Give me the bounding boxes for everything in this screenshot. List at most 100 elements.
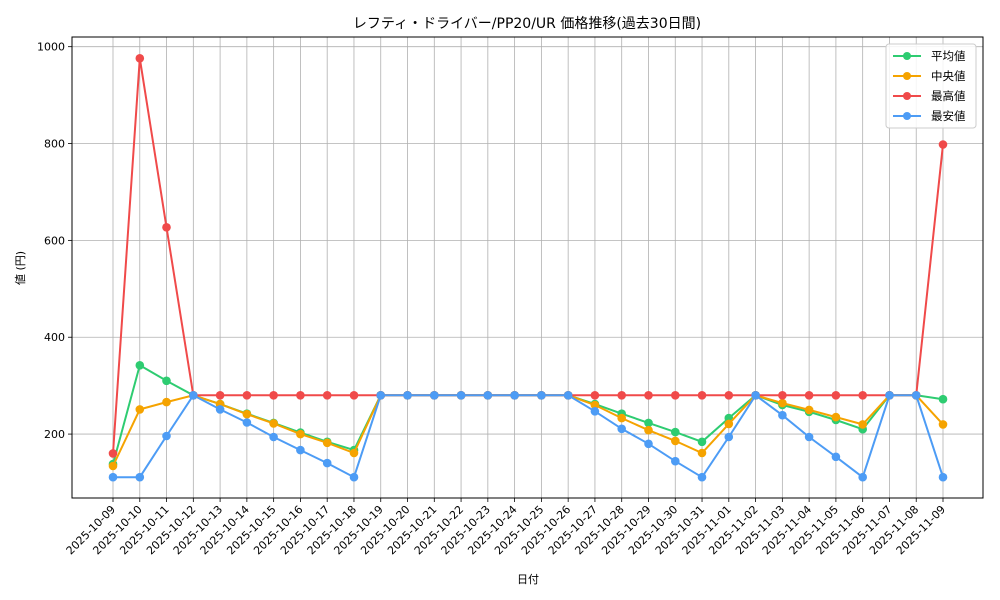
data-point xyxy=(322,438,332,448)
data-point xyxy=(296,445,305,455)
data-point xyxy=(563,391,573,400)
data-point xyxy=(804,391,814,400)
data-point xyxy=(215,391,225,400)
data-point xyxy=(804,405,814,415)
data-point xyxy=(671,436,680,446)
legend-label: 最安値 xyxy=(931,109,966,123)
data-point xyxy=(831,391,841,400)
data-point xyxy=(242,409,252,419)
legend-label: 最高値 xyxy=(931,89,966,103)
data-point xyxy=(671,391,680,400)
data-point xyxy=(697,448,707,458)
legend: 平均値 中央値 最高値 最安値 xyxy=(885,43,977,129)
data-point xyxy=(617,424,626,434)
data-point xyxy=(349,472,359,482)
data-point xyxy=(483,391,493,400)
data-point xyxy=(430,391,439,400)
data-point xyxy=(778,410,787,420)
data-point xyxy=(858,391,867,400)
series-3 xyxy=(108,391,948,482)
data-point xyxy=(510,391,519,400)
data-series xyxy=(108,54,948,482)
data-point xyxy=(456,391,466,400)
y-tick-label: 400 xyxy=(44,331,65,344)
data-point xyxy=(858,472,867,482)
data-point xyxy=(644,425,653,435)
data-point xyxy=(617,391,626,400)
data-point xyxy=(322,391,332,400)
data-point xyxy=(697,437,707,447)
data-point xyxy=(751,391,760,400)
data-point xyxy=(724,419,734,429)
data-point xyxy=(724,432,734,442)
data-point xyxy=(911,391,921,400)
data-point xyxy=(885,391,894,400)
legend-marker-icon xyxy=(903,72,911,80)
data-point xyxy=(162,397,171,407)
y-axis: 200 400 600 800 1000 xyxy=(37,41,72,441)
data-point xyxy=(189,391,198,400)
data-point xyxy=(135,472,145,482)
data-point xyxy=(108,472,118,482)
data-point xyxy=(778,398,787,408)
legend-item-max: 最高値 xyxy=(893,89,966,103)
legend-label: 平均値 xyxy=(931,49,966,63)
data-point xyxy=(537,391,546,400)
data-point xyxy=(644,391,653,400)
data-point xyxy=(617,413,626,423)
data-point xyxy=(804,432,814,442)
legend-item-average: 平均値 xyxy=(893,49,966,63)
data-point xyxy=(296,429,305,439)
data-point xyxy=(590,400,600,410)
data-point xyxy=(269,419,278,428)
plot-frame xyxy=(71,36,984,499)
legend-marker-icon xyxy=(903,112,911,120)
y-axis-label: 値 (円) xyxy=(14,251,27,285)
legend-item-min: 最安値 xyxy=(893,109,966,123)
data-point xyxy=(108,461,118,471)
data-point xyxy=(590,391,600,400)
data-point xyxy=(162,223,171,232)
data-point xyxy=(938,394,948,404)
data-point xyxy=(162,431,171,441)
data-point xyxy=(858,420,867,429)
data-point xyxy=(322,458,332,468)
data-point xyxy=(644,418,653,428)
data-point xyxy=(242,418,252,427)
data-point xyxy=(697,391,707,400)
y-tick-label: 800 xyxy=(44,138,65,151)
data-point xyxy=(215,405,225,414)
data-point xyxy=(671,427,680,437)
data-point xyxy=(938,472,948,482)
data-point xyxy=(724,391,734,400)
data-point xyxy=(349,391,359,400)
data-point xyxy=(376,391,386,400)
data-point xyxy=(778,391,787,400)
data-point xyxy=(831,412,841,422)
data-point xyxy=(831,452,841,462)
y-tick-label: 1000 xyxy=(37,41,65,54)
data-point xyxy=(269,432,278,442)
data-point xyxy=(135,54,145,63)
data-point xyxy=(349,448,359,458)
chart-title: レフティ・ドライバー/PP20/UR 価格推移(過去30日間) xyxy=(353,16,701,32)
data-point xyxy=(162,376,171,386)
data-point xyxy=(697,472,707,482)
legend-marker-icon xyxy=(903,92,911,100)
data-point xyxy=(242,391,252,400)
data-point xyxy=(135,361,145,370)
y-tick-label: 200 xyxy=(44,428,65,441)
series-line xyxy=(113,393,944,479)
x-axis-label: 日付 xyxy=(517,573,539,586)
data-point xyxy=(938,420,948,429)
data-point xyxy=(403,391,412,400)
data-point xyxy=(671,456,680,466)
data-point xyxy=(135,405,145,414)
data-point xyxy=(590,407,600,416)
legend-item-median: 中央値 xyxy=(893,69,966,83)
legend-box xyxy=(885,43,977,129)
data-point xyxy=(296,391,305,400)
